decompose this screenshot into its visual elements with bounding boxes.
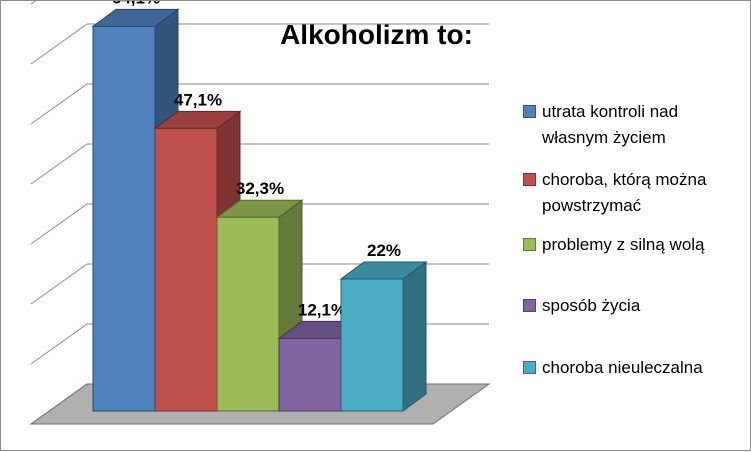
- legend-swatch-3: [523, 238, 536, 251]
- bar-2: [154, 127, 218, 412]
- legend-swatch-2: [523, 173, 536, 186]
- legend-item-3: problemy z silną wolą: [523, 232, 705, 258]
- legend-swatch-5: [523, 361, 536, 374]
- data-label-2: 47,1%: [174, 90, 222, 109]
- legend-label-4: sposób życia: [542, 296, 641, 315]
- data-label-5: 22%: [367, 241, 401, 260]
- legend-item-5: choroba nieuleczalna: [523, 355, 703, 381]
- legend-label-5: choroba nieuleczalna: [542, 358, 703, 377]
- legend-label-3: problemy z silną wolą: [542, 235, 705, 254]
- gridline-side: [30, 1, 37, 5]
- gridline-side: [30, 143, 88, 185]
- bar-4: [278, 337, 342, 412]
- bar-1: [92, 25, 156, 412]
- data-label-1: 64,1%: [112, 1, 160, 7]
- bar-side-5: [402, 261, 427, 412]
- data-label-4: 12,1%: [298, 300, 346, 319]
- gridline-side: [30, 323, 88, 365]
- bar-3: [216, 216, 280, 412]
- gridline-side: [30, 83, 88, 125]
- gridline-side: [30, 263, 88, 305]
- legend-label-2: choroba, którą można powstrzymać: [542, 170, 707, 215]
- gridline-side: [30, 23, 88, 65]
- data-label-3: 32,3%: [236, 179, 284, 198]
- legend-label-1: utrata kontroli nad własnym życiem: [542, 102, 679, 147]
- bar-5: [340, 278, 404, 412]
- gridline-side: [30, 203, 88, 245]
- legend-item-4: sposób życia: [523, 293, 640, 319]
- legend-item-1: utrata kontroli nad własnym życiem: [523, 99, 678, 151]
- legend-item-2: choroba, którą można powstrzymać: [523, 167, 706, 219]
- legend-swatch-1: [523, 105, 536, 118]
- legend-swatch-4: [523, 299, 536, 312]
